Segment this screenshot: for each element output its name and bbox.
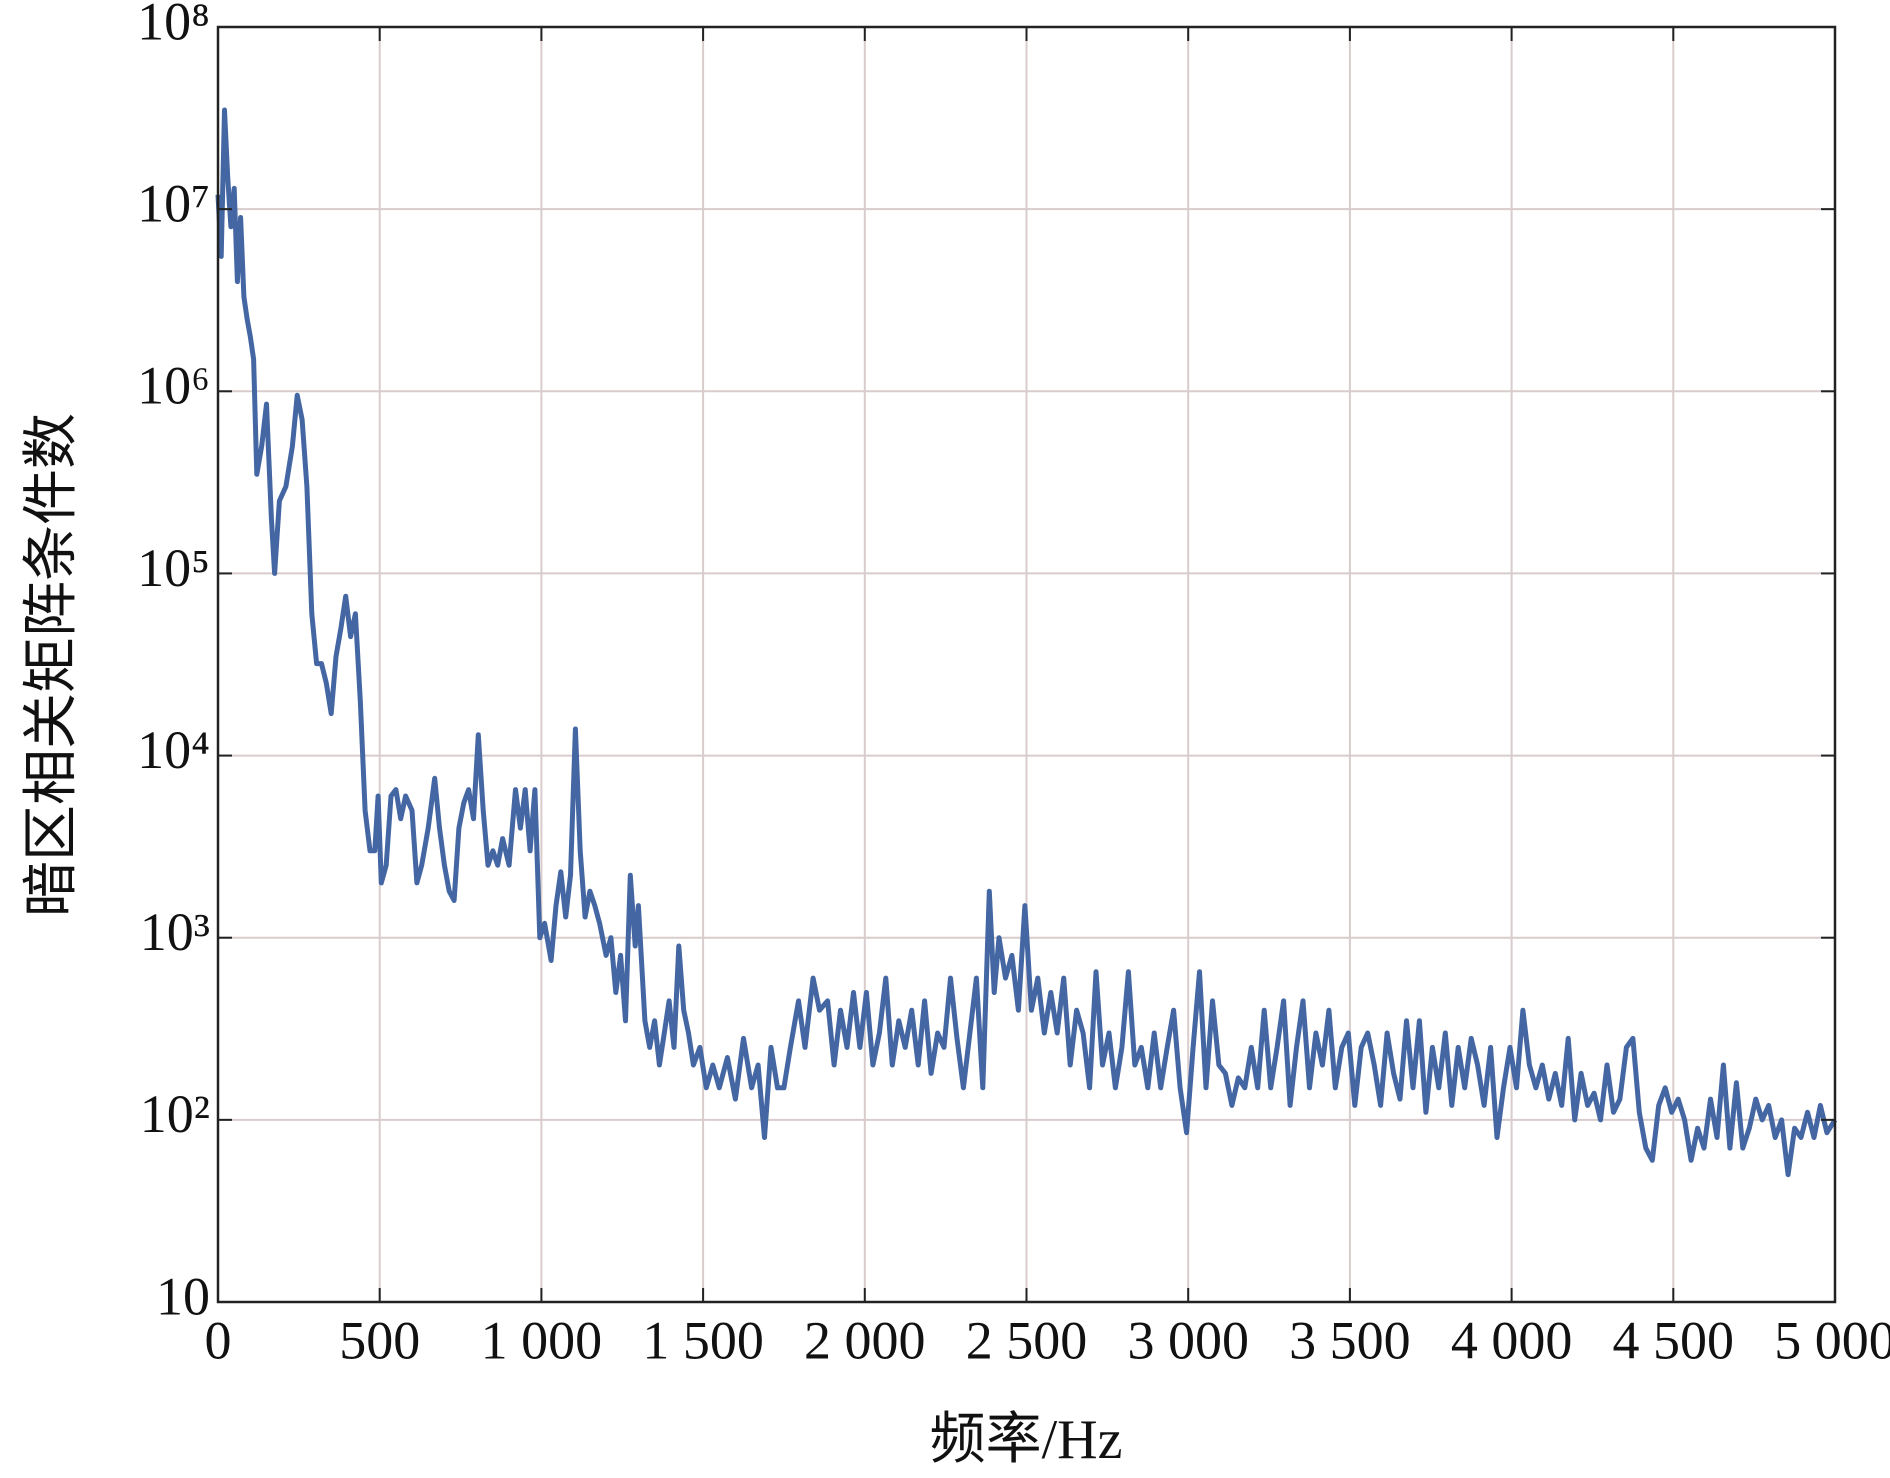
- y-tick-label: 10⁸: [137, 0, 210, 51]
- x-tick-label: 2 000: [804, 1310, 926, 1370]
- marks: [215, 107, 1838, 1178]
- x-tick-label: 1 000: [481, 1310, 603, 1370]
- grid: [217, 26, 1836, 1303]
- x-tick-label: 3 000: [1127, 1310, 1249, 1370]
- x-tick-label: 1 500: [642, 1310, 764, 1370]
- y-tick-label: 10⁷: [137, 174, 210, 234]
- x-tick-label: 4 000: [1451, 1310, 1573, 1370]
- y-tick-label: 10⁵: [137, 538, 210, 598]
- x-tick-label: 4 500: [1613, 1310, 1735, 1370]
- x-tick-label: 0: [205, 1310, 232, 1370]
- y-tick-label: 10⁴: [137, 720, 210, 780]
- y-tick-label: 10: [156, 1266, 210, 1326]
- y-tick-label: 10⁶: [137, 356, 210, 416]
- x-axis-label: 频率/Hz: [930, 1409, 1123, 1471]
- x-tick-label: 5 000: [1774, 1310, 1890, 1370]
- x-tick-label: 500: [339, 1310, 420, 1370]
- x-tick-label: 3 500: [1289, 1310, 1411, 1370]
- x-tick-label: 2 500: [966, 1310, 1088, 1370]
- data-line: [215, 107, 1838, 1178]
- y-axis-label: 暗区相关矩阵条件数: [21, 413, 83, 917]
- y-tick-label: 10²: [140, 1084, 210, 1144]
- y-tick-label: 10³: [140, 902, 210, 962]
